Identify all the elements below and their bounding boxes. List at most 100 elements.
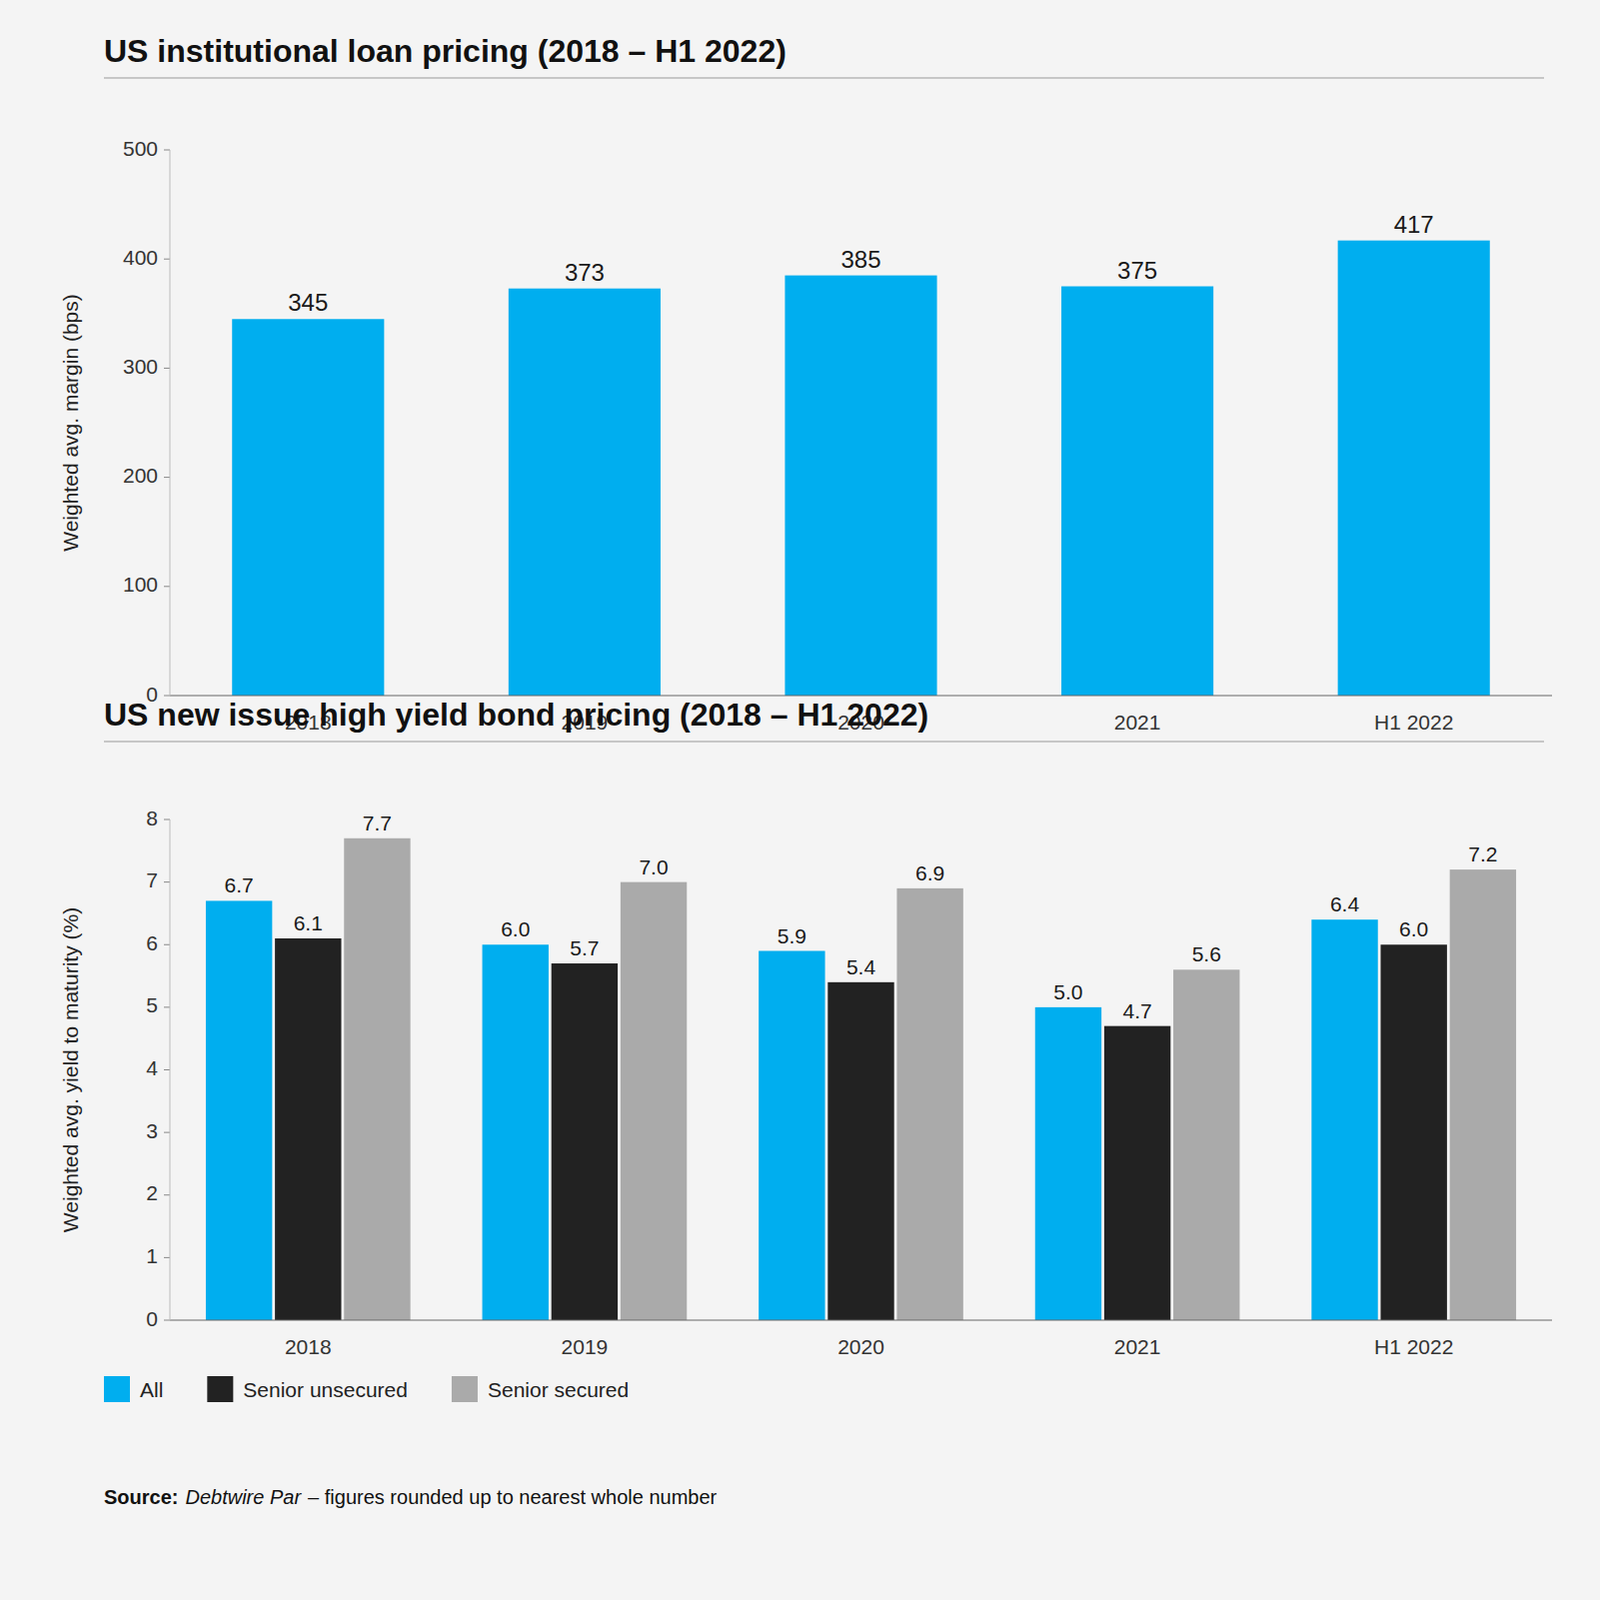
bar [343, 838, 410, 1321]
bar [1061, 286, 1214, 697]
y-tick [163, 881, 170, 883]
annotation: Source: [103, 1486, 178, 1509]
annotation: Debtwire Par [184, 1486, 302, 1509]
title-separator [103, 741, 1545, 743]
bar [758, 951, 825, 1321]
data-label: 7.0 [638, 855, 668, 879]
x-tick-label: 2019 [561, 1335, 609, 1359]
background [0, 0, 1600, 1600]
data-label: 5.0 [1053, 980, 1083, 1004]
data-labels: 6.76.05.95.06.46.15.75.44.76.07.77.06.95… [224, 811, 1499, 1023]
data-label: 373 [564, 258, 605, 286]
bar [827, 982, 894, 1321]
bar [508, 288, 661, 696]
y-tick [163, 585, 170, 587]
y-tick [163, 944, 170, 946]
chart-2: US new issue high yield bond pricing (20… [58, 696, 1553, 1509]
legend-label: Senior unsecured [242, 1378, 408, 1402]
bar [784, 275, 937, 696]
data-label: 6.9 [915, 861, 945, 885]
y-tick-label: 6 [145, 931, 158, 955]
y-tick-label: 100 [122, 572, 158, 596]
y-axis-line [169, 819, 171, 1321]
bar [620, 882, 687, 1321]
chart-title: US new issue high yield bond pricing (20… [103, 696, 929, 733]
bar [1450, 869, 1517, 1321]
bars [231, 240, 1491, 696]
annotation: – figures rounded up to nearest whole nu… [307, 1486, 717, 1509]
bars [205, 838, 1517, 1321]
data-label: 5.7 [569, 936, 599, 960]
y-tick [163, 1194, 170, 1196]
chart-1: US institutional loan pricing (2018 – H1… [58, 32, 1553, 734]
data-label: 5.6 [1192, 942, 1222, 966]
bar [1311, 919, 1378, 1321]
bar [551, 963, 618, 1321]
bar [1338, 240, 1491, 696]
x-axis-line [169, 1320, 1553, 1322]
y-tick-label: 400 [122, 245, 158, 269]
x-tick-label: 2021 [1114, 710, 1162, 734]
y-tick-label: 500 [122, 136, 158, 160]
data-label: 7.7 [362, 811, 392, 835]
bar [274, 938, 341, 1321]
chart-title: US institutional loan pricing (2018 – H1… [103, 32, 787, 69]
data-label: 417 [1394, 210, 1435, 238]
bar [896, 888, 963, 1321]
y-tick [163, 819, 170, 821]
data-label: 5.4 [846, 955, 877, 979]
data-label: 375 [1117, 256, 1158, 284]
y-tick-label: 200 [122, 463, 158, 487]
legend-swatch [451, 1376, 478, 1403]
bar [1173, 969, 1240, 1321]
data-label: 345 [287, 288, 328, 316]
y-tick-label: 8 [145, 806, 158, 830]
y-tick [163, 1257, 170, 1259]
y-tick-label: 3 [145, 1119, 158, 1143]
chart-root: US institutional loan pricing (2018 – H1… [0, 0, 1600, 1600]
legend-swatch [103, 1376, 130, 1403]
y-tick [163, 149, 170, 151]
source-note: Source: Debtwire Par– figures rounded up … [103, 1486, 718, 1509]
y-tick [163, 1069, 170, 1071]
y-tick-label: 7 [145, 868, 158, 892]
bar [482, 944, 549, 1321]
data-label: 6.4 [1330, 892, 1361, 916]
data-label: 7.2 [1468, 842, 1498, 866]
x-tick-label: 2021 [1114, 1335, 1162, 1359]
y-axis-line [169, 149, 171, 696]
data-label: 6.0 [500, 917, 530, 941]
legend-swatch [206, 1376, 233, 1403]
y-tick [163, 258, 170, 260]
legend-label: Senior secured [487, 1378, 629, 1402]
bar [1035, 1007, 1102, 1321]
x-tick-label: 2020 [837, 1335, 885, 1359]
data-label: 5.9 [777, 924, 807, 948]
y-tick [163, 367, 170, 369]
x-tick-label: 2018 [284, 1335, 332, 1359]
bar [231, 318, 384, 696]
y-tick-label: 4 [145, 1056, 158, 1080]
y-axis-label: Weighted avg. margin (bps) [58, 293, 82, 552]
y-tick-label: 5 [145, 993, 158, 1017]
data-label: 6.7 [224, 873, 254, 897]
bar [205, 900, 272, 1321]
y-tick-label: 300 [122, 354, 158, 378]
y-tick [163, 476, 170, 478]
title-separator [103, 77, 1545, 79]
y-tick-label: 0 [145, 1307, 158, 1331]
y-tick-label: 1 [145, 1244, 158, 1268]
x-tick-label: H1 2022 [1374, 710, 1454, 734]
legend: All Senior unsecured Senior secured [103, 1376, 629, 1403]
data-label: 4.7 [1122, 999, 1152, 1023]
y-tick [163, 1320, 170, 1322]
y-tick-label: 2 [145, 1181, 158, 1205]
bar [1381, 944, 1448, 1321]
y-axis-label: Weighted avg. yield to maturity (%) [58, 907, 82, 1233]
y-tick [163, 1006, 170, 1008]
legend-label: All [139, 1378, 163, 1402]
bar [1104, 1026, 1171, 1321]
data-label: 385 [840, 245, 881, 273]
y-tick [163, 1132, 170, 1134]
data-label: 6.0 [1399, 917, 1429, 941]
